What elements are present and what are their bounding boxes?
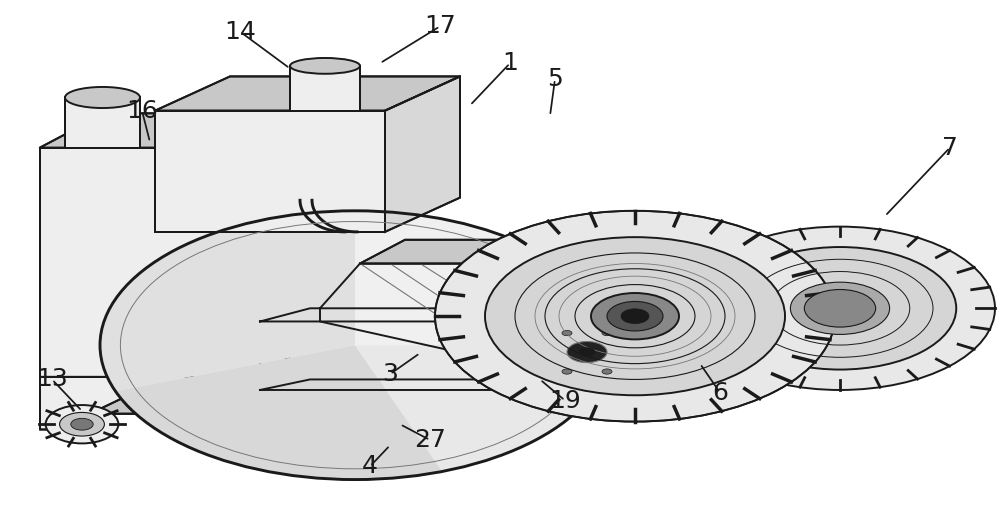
- Circle shape: [591, 293, 679, 339]
- Polygon shape: [620, 240, 650, 321]
- Text: 7: 7: [942, 135, 958, 160]
- Text: 17: 17: [424, 14, 456, 38]
- Text: 14: 14: [224, 19, 256, 44]
- Circle shape: [579, 348, 595, 356]
- Circle shape: [60, 413, 104, 436]
- Circle shape: [612, 304, 628, 313]
- Circle shape: [485, 237, 785, 395]
- Polygon shape: [260, 113, 310, 377]
- Circle shape: [806, 290, 874, 326]
- Circle shape: [818, 297, 862, 320]
- Polygon shape: [385, 76, 460, 232]
- Polygon shape: [155, 111, 385, 232]
- Polygon shape: [40, 113, 310, 148]
- Circle shape: [71, 418, 93, 430]
- Polygon shape: [90, 379, 340, 414]
- Circle shape: [804, 289, 876, 327]
- Polygon shape: [40, 377, 310, 430]
- Text: 6: 6: [712, 380, 728, 405]
- Text: 5: 5: [547, 67, 563, 91]
- Circle shape: [829, 302, 851, 314]
- Polygon shape: [65, 97, 140, 148]
- Polygon shape: [40, 148, 260, 377]
- Text: 27: 27: [414, 428, 446, 452]
- Ellipse shape: [290, 58, 360, 74]
- Polygon shape: [260, 379, 680, 390]
- Circle shape: [621, 309, 649, 324]
- Circle shape: [552, 334, 622, 370]
- Text: 4: 4: [362, 454, 378, 479]
- Circle shape: [685, 227, 995, 390]
- Polygon shape: [155, 76, 460, 111]
- Circle shape: [602, 299, 638, 318]
- Text: 19: 19: [549, 388, 581, 413]
- Ellipse shape: [65, 87, 140, 108]
- Circle shape: [562, 330, 572, 336]
- Circle shape: [435, 211, 835, 422]
- Circle shape: [790, 282, 890, 335]
- Polygon shape: [360, 240, 650, 264]
- Polygon shape: [560, 327, 615, 377]
- Text: 13: 13: [36, 367, 68, 392]
- Text: 1: 1: [502, 51, 518, 75]
- Text: 3: 3: [382, 362, 398, 386]
- Circle shape: [724, 247, 956, 369]
- Wedge shape: [355, 345, 610, 472]
- Circle shape: [602, 369, 612, 374]
- Circle shape: [100, 211, 610, 480]
- Text: 16: 16: [126, 99, 158, 123]
- Circle shape: [607, 301, 663, 331]
- Wedge shape: [355, 211, 610, 345]
- Circle shape: [567, 341, 607, 363]
- Circle shape: [46, 405, 118, 443]
- Polygon shape: [290, 66, 360, 111]
- Circle shape: [562, 369, 572, 374]
- Wedge shape: [100, 211, 355, 391]
- Polygon shape: [320, 264, 620, 364]
- Wedge shape: [115, 345, 442, 480]
- Polygon shape: [555, 308, 660, 390]
- Circle shape: [602, 330, 612, 336]
- Polygon shape: [260, 308, 740, 321]
